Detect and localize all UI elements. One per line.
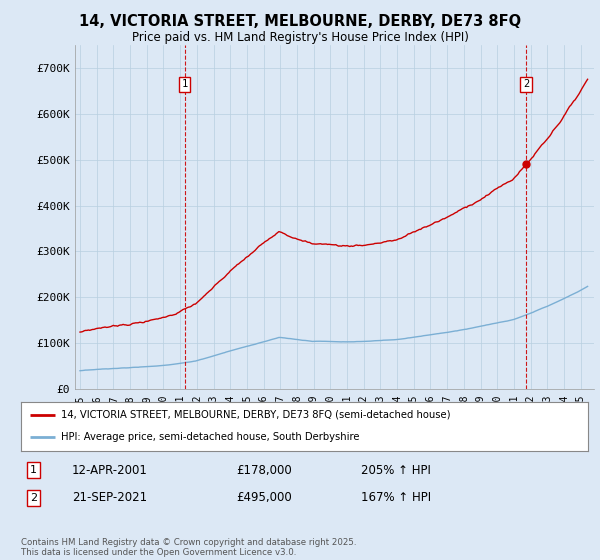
Text: 14, VICTORIA STREET, MELBOURNE, DERBY, DE73 8FQ (semi-detached house): 14, VICTORIA STREET, MELBOURNE, DERBY, D…: [61, 410, 450, 420]
Text: 12-APR-2001: 12-APR-2001: [72, 464, 148, 477]
Text: Price paid vs. HM Land Registry's House Price Index (HPI): Price paid vs. HM Land Registry's House …: [131, 31, 469, 44]
Text: 2: 2: [523, 80, 529, 90]
Text: 205% ↑ HPI: 205% ↑ HPI: [361, 464, 431, 477]
Text: Contains HM Land Registry data © Crown copyright and database right 2025.
This d: Contains HM Land Registry data © Crown c…: [21, 538, 356, 557]
Text: 2: 2: [30, 493, 37, 503]
Text: 14, VICTORIA STREET, MELBOURNE, DERBY, DE73 8FQ: 14, VICTORIA STREET, MELBOURNE, DERBY, D…: [79, 14, 521, 29]
Text: HPI: Average price, semi-detached house, South Derbyshire: HPI: Average price, semi-detached house,…: [61, 432, 359, 442]
Text: 1: 1: [30, 465, 37, 475]
Text: 21-SEP-2021: 21-SEP-2021: [72, 491, 147, 504]
Text: 167% ↑ HPI: 167% ↑ HPI: [361, 491, 431, 504]
Text: £495,000: £495,000: [236, 491, 292, 504]
Text: 1: 1: [182, 80, 188, 90]
Text: £178,000: £178,000: [236, 464, 292, 477]
